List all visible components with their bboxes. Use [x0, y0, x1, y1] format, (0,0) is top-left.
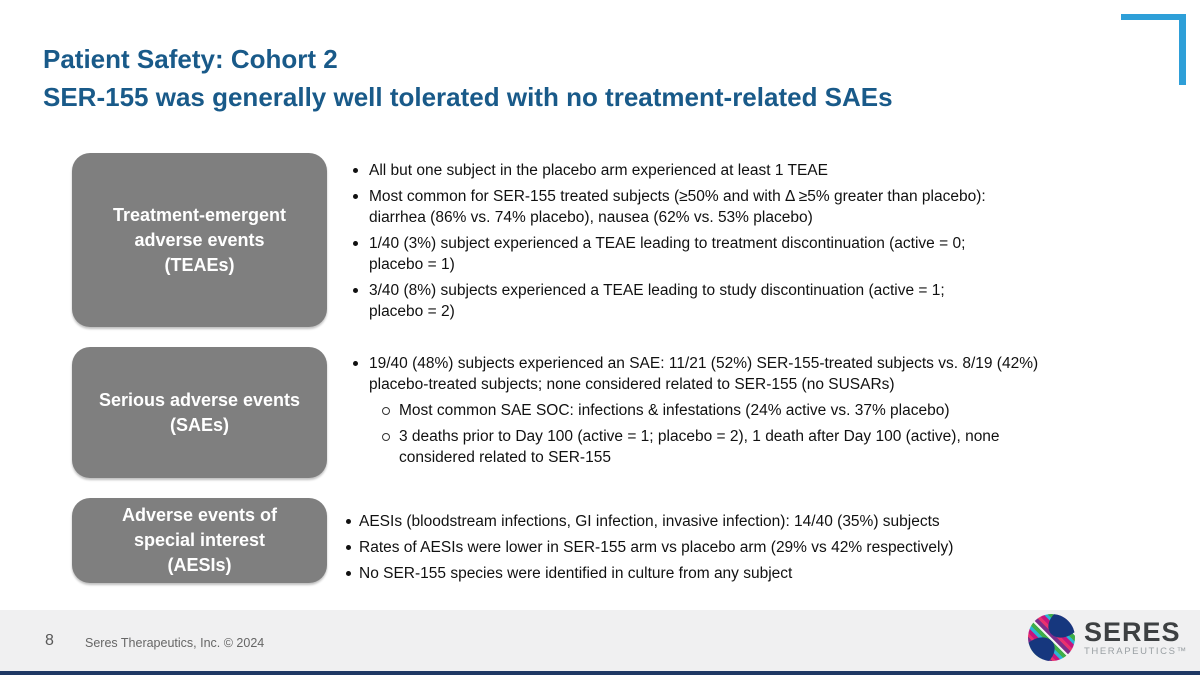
title-line-1: Patient Safety: Cohort 2	[43, 44, 338, 74]
bullet-icon	[346, 519, 351, 524]
sub-list-item: Most common SAE SOC: infections & infest…	[345, 400, 1145, 421]
bullet-icon	[353, 241, 358, 246]
list-item: All but one subject in the placebo arm e…	[345, 160, 1145, 181]
sub-bullet-icon	[382, 433, 390, 441]
bottom-accent-strip	[0, 671, 1200, 675]
bullet-text: Most common SAE SOC: infections & infest…	[399, 402, 950, 419]
bullet-text: 3 deaths prior to Day 100 (active = 1; p…	[399, 428, 1000, 466]
seres-logo: SERES THERAPEUTICS™	[1028, 614, 1188, 661]
bullet-text: AESIs (bloodstream infections, GI infect…	[359, 513, 940, 530]
list-item: Most common for SER-155 treated subjects…	[345, 186, 1145, 228]
bullet-text: 1/40 (3%) subject experienced a TEAE lea…	[369, 235, 966, 273]
logo-name: SERES	[1084, 616, 1181, 647]
bullet-text: 3/40 (8%) subjects experienced a TEAE le…	[369, 282, 945, 320]
seres-globe-icon	[1028, 614, 1075, 661]
teae-bullet-list: All but one subject in the placebo arm e…	[345, 160, 1145, 327]
title-line-2: SER-155 was generally well tolerated wit…	[43, 82, 893, 112]
bullet-icon	[353, 288, 358, 293]
sae-label-box: Serious adverse events (SAEs)	[72, 347, 327, 478]
list-item: AESIs (bloodstream infections, GI infect…	[345, 511, 1145, 532]
bullet-text: Rates of AESIs were lower in SER-155 arm…	[359, 539, 954, 556]
list-item: Rates of AESIs were lower in SER-155 arm…	[345, 537, 1145, 558]
footer-band	[0, 610, 1200, 671]
sae-bullet-list: 19/40 (48%) subjects experienced an SAE:…	[345, 353, 1145, 473]
list-item: 3/40 (8%) subjects experienced a TEAE le…	[345, 280, 1145, 322]
logo-subtitle: THERAPEUTICS™	[1084, 645, 1188, 657]
sub-bullet-icon	[382, 407, 390, 415]
aesi-label-box: Adverse events of special interest (AESI…	[72, 498, 327, 583]
bullet-icon	[346, 571, 351, 576]
bullet-icon	[353, 168, 358, 173]
teae-label-box: Treatment-emergent adverse events (TEAEs…	[72, 153, 327, 327]
bullet-icon	[346, 545, 351, 550]
list-item: 1/40 (3%) subject experienced a TEAE lea…	[345, 233, 1145, 275]
bullet-icon	[353, 194, 358, 199]
page-number: 8	[45, 632, 54, 649]
bullet-text: No SER-155 species were identified in cu…	[359, 565, 793, 582]
list-item: No SER-155 species were identified in cu…	[345, 563, 1145, 584]
aesi-bullet-list: AESIs (bloodstream infections, GI infect…	[345, 511, 1145, 589]
copyright-text: Seres Therapeutics, Inc. © 2024	[85, 636, 265, 650]
bullet-text: Most common for SER-155 treated subjects…	[369, 188, 986, 226]
logo-text: SERES THERAPEUTICS™	[1084, 618, 1188, 658]
bullet-icon	[353, 361, 358, 366]
list-item: 19/40 (48%) subjects experienced an SAE:…	[345, 353, 1145, 395]
corner-bracket-decoration	[1121, 14, 1186, 85]
sub-list-item: 3 deaths prior to Day 100 (active = 1; p…	[345, 426, 1145, 468]
page-title: Patient Safety: Cohort 2 SER-155 was gen…	[43, 40, 893, 116]
bullet-text: 19/40 (48%) subjects experienced an SAE:…	[369, 355, 1039, 393]
bullet-text: All but one subject in the placebo arm e…	[369, 162, 828, 179]
